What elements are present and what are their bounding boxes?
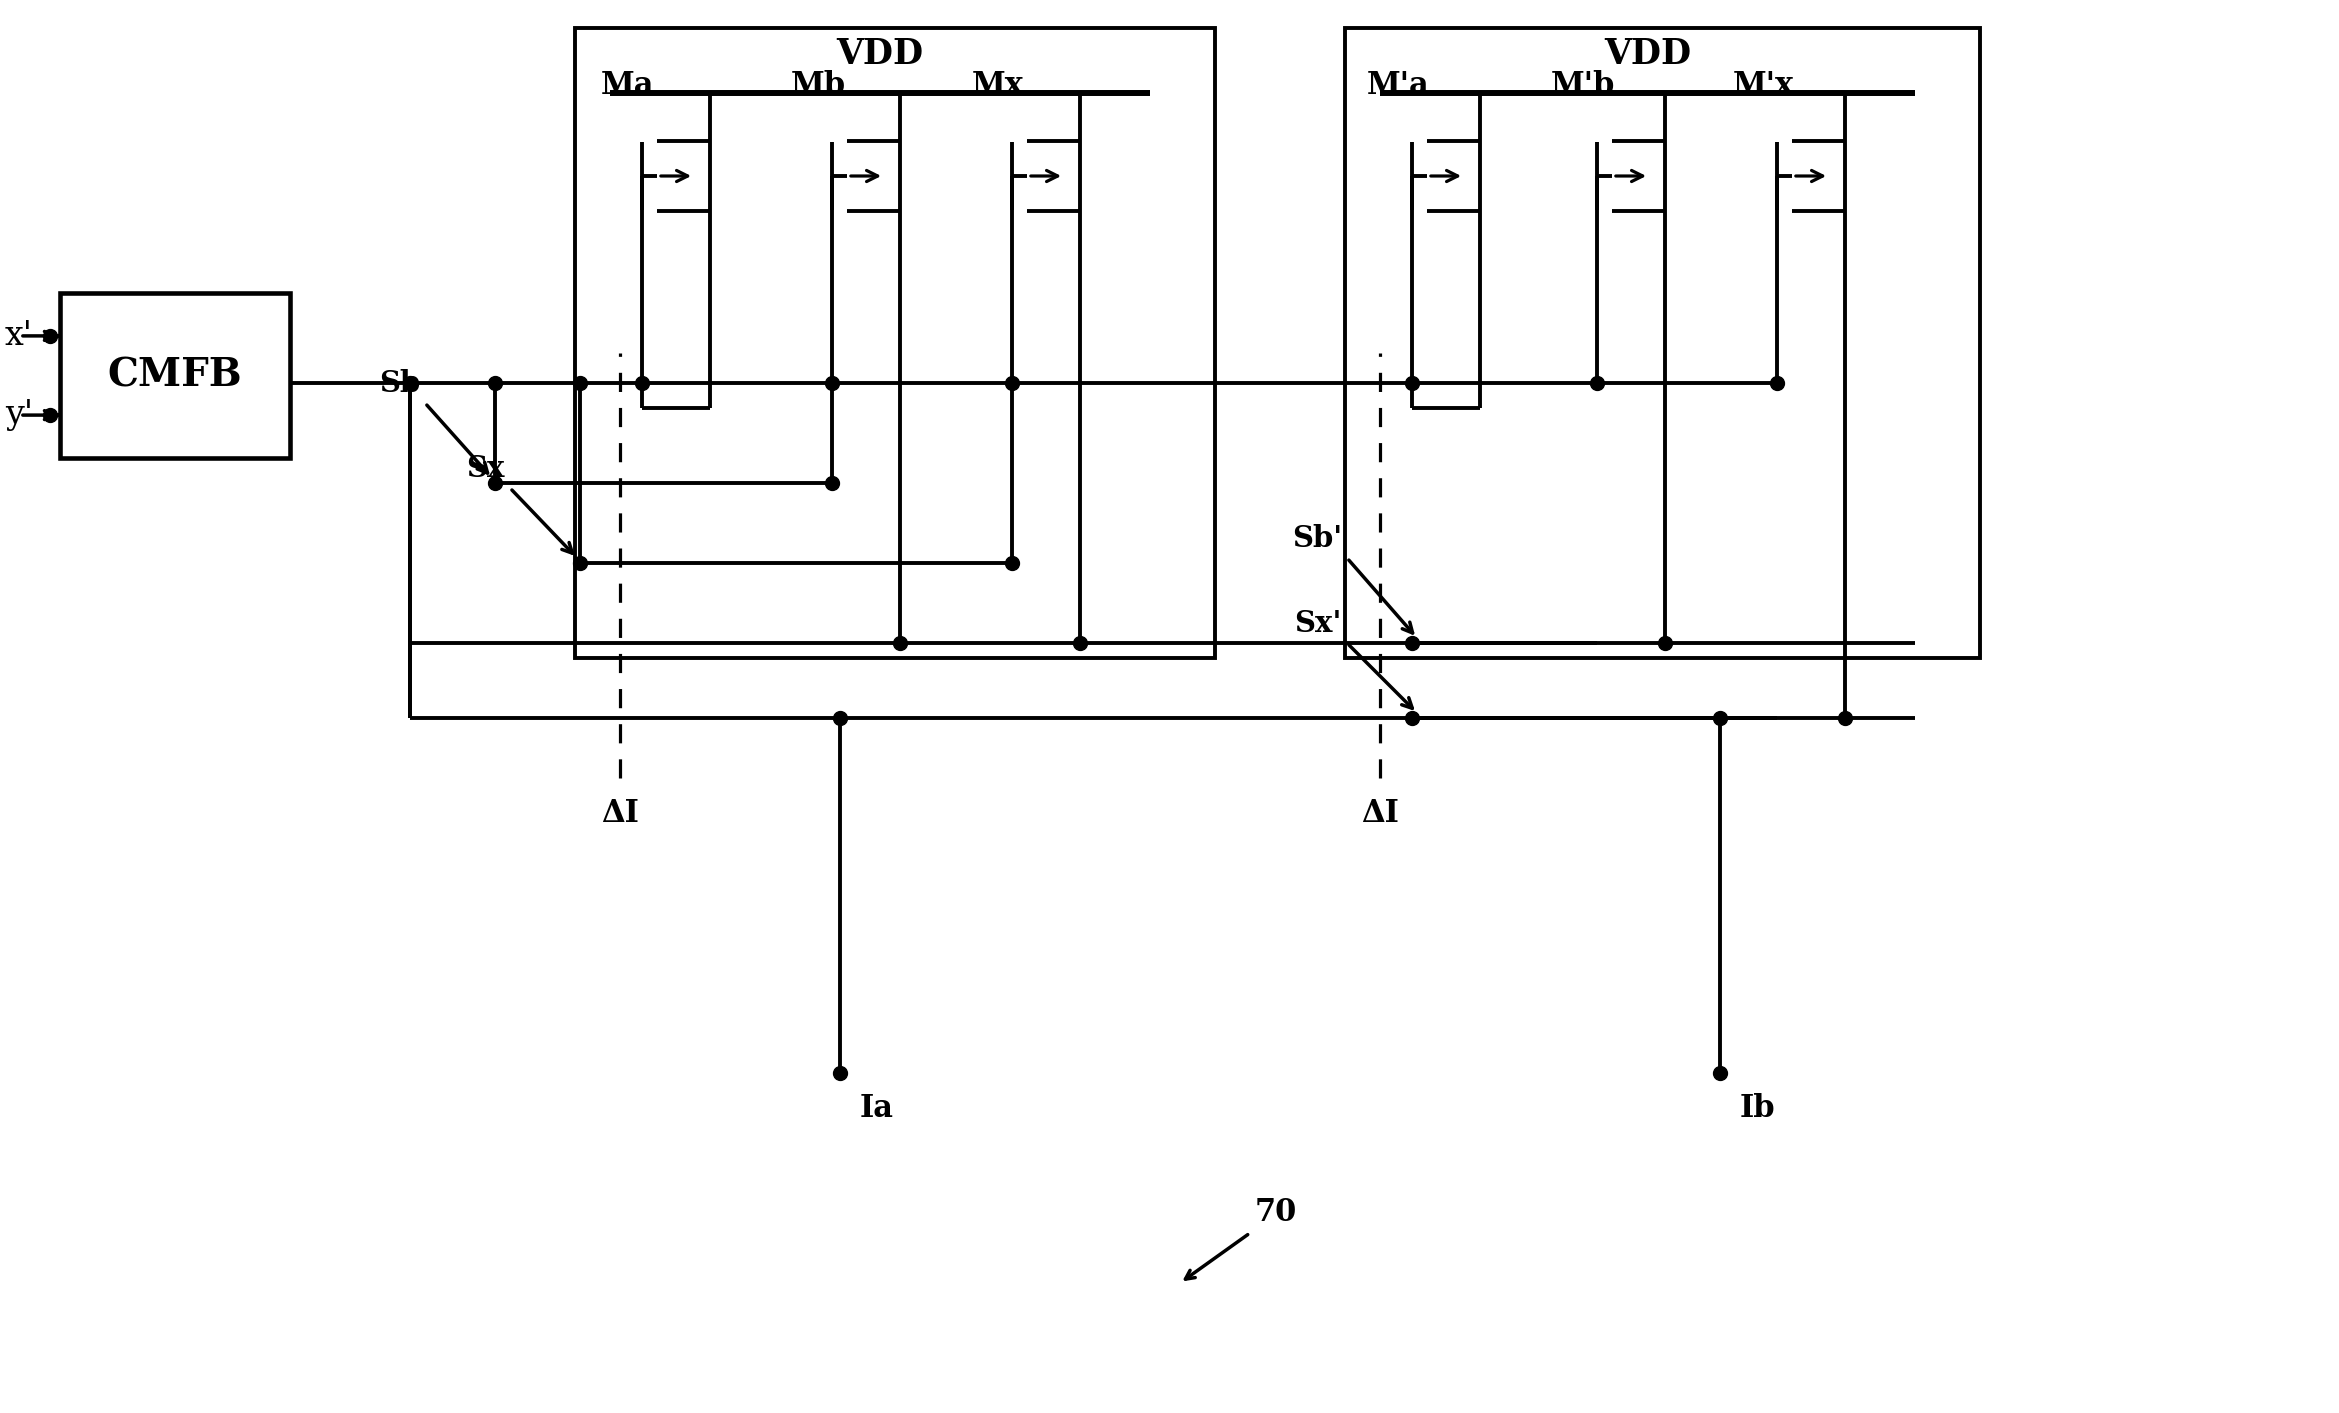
Point — [30, 404, 68, 427]
Point — [1394, 706, 1431, 729]
Point — [1062, 632, 1099, 654]
Text: Ib: Ib — [1740, 1094, 1775, 1123]
Point — [994, 551, 1031, 574]
Text: VDD: VDD — [1605, 37, 1691, 71]
Point — [1647, 632, 1684, 654]
Text: CMFB: CMFB — [108, 356, 243, 394]
Point — [477, 372, 515, 394]
Point — [1700, 706, 1738, 729]
Point — [30, 325, 68, 348]
Text: Ma: Ma — [601, 71, 655, 100]
Text: x': x' — [5, 319, 33, 352]
Bar — [1345, 28, 1981, 658]
Point — [561, 551, 599, 574]
Text: Sb': Sb' — [1291, 524, 1343, 552]
Text: Sb: Sb — [379, 369, 421, 398]
Bar — [61, 292, 290, 458]
Point — [477, 472, 515, 495]
Point — [882, 632, 919, 654]
Bar — [575, 28, 1214, 658]
Text: VDD: VDD — [837, 37, 924, 71]
Text: ΔI: ΔI — [601, 798, 639, 829]
Text: Mx: Mx — [973, 71, 1024, 100]
Point — [561, 372, 599, 394]
Text: M'x: M'x — [1733, 71, 1794, 100]
Text: Mb: Mb — [791, 71, 847, 100]
Text: ΔI: ΔI — [1361, 798, 1399, 829]
Text: Sx': Sx' — [1293, 609, 1343, 639]
Point — [1827, 706, 1864, 729]
Point — [1700, 1061, 1738, 1084]
Text: M'b: M'b — [1551, 71, 1616, 100]
Point — [391, 372, 428, 394]
Point — [622, 372, 660, 394]
Point — [1579, 372, 1616, 394]
Text: Ia: Ia — [861, 1094, 893, 1123]
Point — [994, 372, 1031, 394]
Text: 70: 70 — [1256, 1197, 1298, 1228]
Point — [821, 706, 858, 729]
Point — [1759, 372, 1796, 394]
Text: y': y' — [5, 398, 33, 431]
Point — [1394, 372, 1431, 394]
Text: M'a: M'a — [1366, 71, 1429, 100]
Point — [1394, 632, 1431, 654]
Point — [814, 372, 851, 394]
Point — [814, 472, 851, 495]
Text: Sx: Sx — [465, 454, 505, 483]
Point — [821, 1061, 858, 1084]
